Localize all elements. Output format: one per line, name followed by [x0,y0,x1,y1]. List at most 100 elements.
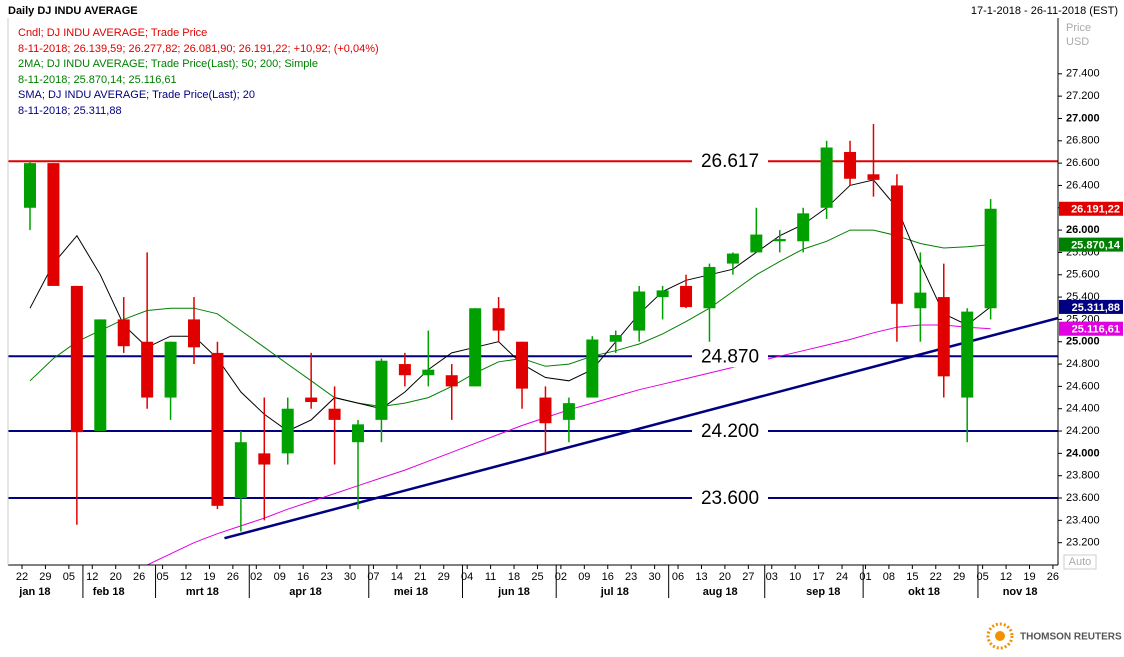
x-tick-label: 12 [86,571,98,583]
price-tag [1059,201,1123,216]
auto-button[interactable] [1063,554,1097,570]
price-tag [1059,321,1123,336]
candle-body [867,174,880,180]
x-tick-label: 23 [625,571,637,583]
legend-entry: 8-11-2018; 25.311,88 [18,104,122,117]
x-tick-label: 29 [438,571,450,583]
legend: Cndl; DJ INDU AVERAGE; Trade Price 8-11-2… [18,26,379,119]
candle-body [258,453,271,465]
level-label: 24.200 [701,421,759,442]
candle-body [609,335,622,342]
x-tick-label: 12 [1000,571,1012,583]
legend-entry: 8-11-2018; 26.139,59; 26.277,82; 26.081,… [18,42,379,55]
candle-body [141,341,154,398]
x-tick-label: 22 [930,571,942,583]
y-tick-label: 27.400 [1066,68,1100,80]
candle-body [937,297,950,377]
y-tick-label: 26.600 [1066,157,1100,169]
candle-body [586,339,599,398]
x-tick-label: 26 [133,571,145,583]
y-tick-label: 24.400 [1066,403,1100,415]
x-tick-label: 19 [203,571,215,583]
y-tick-label: 23.800 [1066,470,1100,482]
auto-label[interactable]: Auto [1069,556,1092,568]
candle-body [375,360,388,420]
title-bar [0,0,1124,18]
x-tick-label: 07 [367,571,379,583]
candle-body [47,163,60,286]
level-label: 26.617 [701,151,759,172]
candle-body [211,352,224,506]
x-tick-label: 19 [1023,571,1035,583]
x-tick-label: 29 [953,571,965,583]
x-tick-label: 26 [227,571,239,583]
month-label: jan 18 [18,586,50,598]
candle-body [562,403,575,420]
candle-body [703,266,716,309]
x-tick-label: 03 [766,571,778,583]
x-tick-label: 02 [250,571,262,583]
x-tick-label: 17 [812,571,824,583]
axis-title: USD [1066,36,1089,48]
price-tag-label: 25.116,61 [1072,324,1120,336]
x-tick-label: 09 [578,571,590,583]
candle-body [281,408,294,454]
candle-body [961,311,974,398]
x-tick-label: 04 [461,571,473,583]
x-tick-label: 05 [156,571,168,583]
price-tag-label: 25.870,14 [1071,240,1121,252]
logo: THOMSON REUTERS [986,622,1122,650]
legend-entry: 8-11-2018; 25.870,14; 25.116,61 [18,73,177,86]
candle-body [328,408,341,420]
chart-title: Daily DJ INDU AVERAGE [8,5,138,17]
level-label-bg [692,150,768,173]
x-tick-label: 12 [180,571,192,583]
candle-body [117,319,130,347]
logo-text: THOMSON REUTERS [1020,632,1122,643]
candle-body [352,424,365,443]
y-tick-label: 23.200 [1066,537,1100,549]
x-tick-label: 05 [63,571,75,583]
candle-body [984,208,997,309]
candle-body [844,151,857,179]
candle-body [633,291,646,331]
logo-icon [995,631,1005,641]
candle-body [914,292,927,309]
x-tick-label: 30 [648,571,660,583]
y-tick-label: 24.000 [1066,447,1100,459]
candle-body [797,213,810,242]
candle-body [445,375,458,387]
y-tick-label: 26.400 [1066,179,1100,191]
price-tag [1059,299,1123,314]
level-label-bg [692,345,768,368]
x-tick-label: 30 [344,571,356,583]
month-label: mrt 18 [186,586,219,598]
y-tick-label: 26.800 [1066,135,1100,147]
logo-icon [986,622,1014,650]
candle-body [516,341,529,389]
x-tick-label: 25 [531,571,543,583]
legend-entry: SMA; DJ INDU AVERAGE; Trade Price(Last);… [18,89,255,101]
level-label: 24.870 [701,346,759,367]
month-label: feb 18 [93,586,125,598]
candle-body [469,308,482,387]
x-tick-label: 09 [274,571,286,583]
candle-body [94,319,107,432]
y-tick-label: 24.600 [1066,380,1100,392]
y-tick-label: 24.200 [1066,425,1100,437]
x-tick-label: 16 [297,571,309,583]
month-label: sep 18 [806,586,840,598]
ma-line [146,324,991,565]
month-label: aug 18 [703,586,738,598]
y-tick-label: 27.200 [1066,90,1100,102]
candle-body [750,234,763,253]
legend-entry: 2MA; DJ INDU AVERAGE; Trade Price(Last);… [18,58,318,70]
x-tick-label: 14 [391,571,403,583]
month-label: jun 18 [497,586,530,598]
x-tick-label: 16 [602,571,614,583]
y-tick-label: 23.600 [1066,492,1100,504]
plot-clip [8,124,1058,565]
candle-body [70,285,83,433]
x-tick-label: 11 [485,571,496,583]
